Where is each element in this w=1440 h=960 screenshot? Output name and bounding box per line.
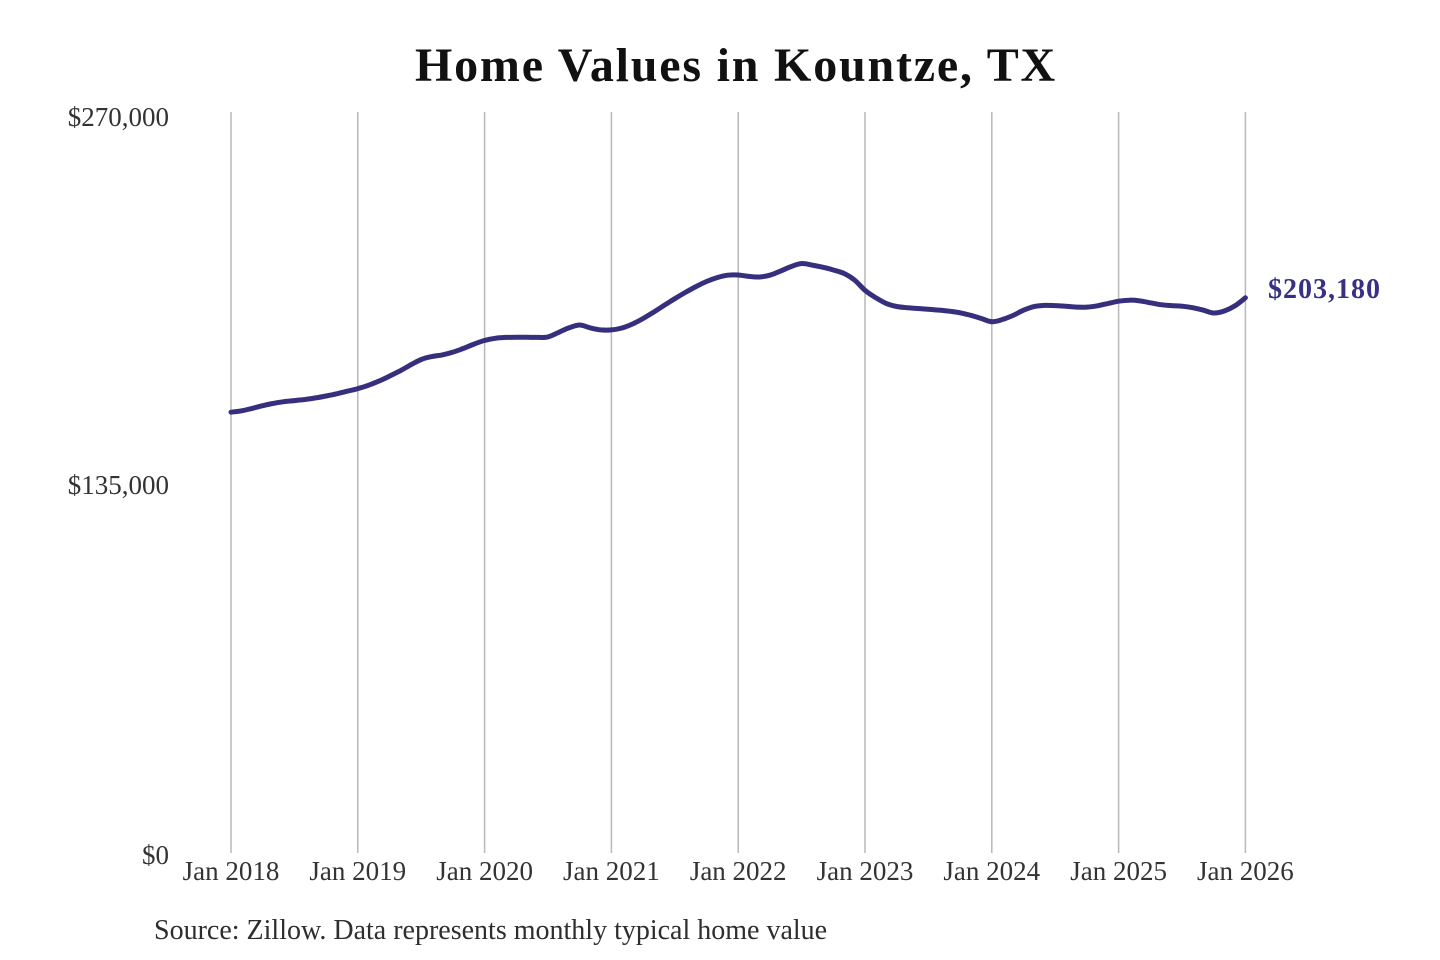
- svg-text:Jan 2025: Jan 2025: [1070, 856, 1167, 886]
- svg-text:$270,000: $270,000: [68, 102, 169, 132]
- svg-text:Source: Zillow. Data represent: Source: Zillow. Data represents monthly …: [154, 915, 827, 946]
- svg-text:Jan 2023: Jan 2023: [817, 856, 914, 886]
- svg-text:Jan 2019: Jan 2019: [309, 856, 406, 886]
- svg-text:Jan 2026: Jan 2026: [1197, 856, 1294, 886]
- svg-text:Jan 2022: Jan 2022: [690, 856, 787, 886]
- svg-text:Home Values in Kountze, TX: Home Values in Kountze, TX: [415, 39, 1057, 92]
- svg-text:Jan 2018: Jan 2018: [183, 856, 280, 886]
- svg-text:$203,180: $203,180: [1268, 274, 1381, 305]
- svg-text:Jan 2021: Jan 2021: [563, 856, 660, 886]
- svg-text:Jan 2024: Jan 2024: [943, 856, 1040, 886]
- svg-text:$0: $0: [142, 840, 169, 870]
- svg-text:Jan 2020: Jan 2020: [436, 856, 533, 886]
- svg-text:$135,000: $135,000: [68, 470, 169, 500]
